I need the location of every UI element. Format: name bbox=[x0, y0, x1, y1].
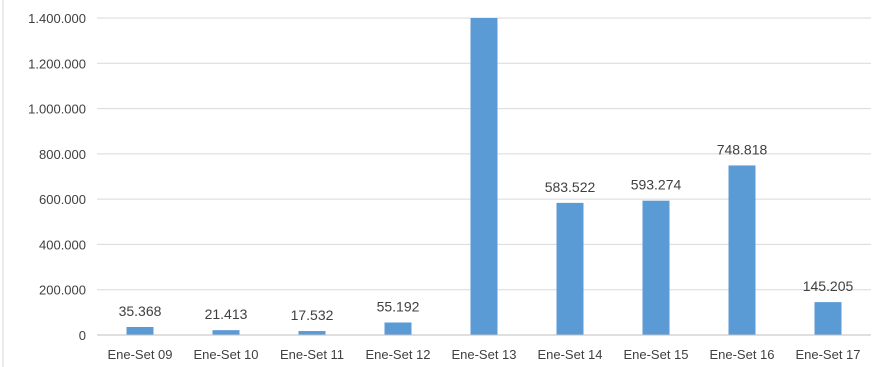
x-tick-label: Ene-Set 15 bbox=[623, 347, 688, 362]
x-tick-label: Ene-Set 11 bbox=[280, 347, 344, 362]
x-tick-label: Ene-Set 09 bbox=[107, 347, 172, 362]
x-tick-label: Ene-Set 14 bbox=[537, 347, 602, 362]
x-tick-label: Ene-Set 10 bbox=[193, 347, 258, 362]
data-label: 748.818 bbox=[717, 141, 768, 157]
y-tick-label: 1.000.000 bbox=[28, 102, 86, 117]
bar bbox=[384, 322, 412, 335]
data-label: 593.274 bbox=[631, 177, 682, 193]
x-tick-label: Ene-Set 12 bbox=[365, 347, 430, 362]
data-label: 17.532 bbox=[291, 307, 334, 323]
y-tick-label: 800.000 bbox=[39, 147, 86, 162]
data-label: 145.205 bbox=[803, 278, 854, 294]
x-tick-label: Ene-Set 13 bbox=[451, 347, 516, 362]
y-tick-label: 600.000 bbox=[39, 192, 86, 207]
y-tick-label: 400.000 bbox=[39, 237, 86, 252]
bars bbox=[126, 18, 842, 335]
y-tick-label: 1.200.000 bbox=[28, 56, 86, 71]
x-tick-label: Ene-Set 17 bbox=[795, 347, 860, 362]
bar bbox=[470, 18, 498, 335]
x-tick-label: Ene-Set 16 bbox=[709, 347, 774, 362]
y-axis-tick-labels: 0 200.000 400.000 600.000 800.000 1.000.000 1.… bbox=[28, 11, 86, 343]
data-label: 35.368 bbox=[119, 303, 162, 319]
bar bbox=[728, 165, 756, 335]
bar bbox=[814, 302, 842, 335]
y-tick-label: 200.000 bbox=[39, 283, 86, 298]
y-tick-label: 1.400.000 bbox=[28, 11, 86, 26]
x-axis-tick-labels: Ene-Set 09 Ene-Set 10 Ene-Set 11 Ene-Set 12… bbox=[107, 347, 860, 362]
data-labels: 35.368 21.413 17.532 55.192 583.522 593.274 74… bbox=[119, 141, 854, 323]
bar bbox=[642, 200, 670, 335]
y-tick-label: 0 bbox=[79, 328, 86, 343]
bar bbox=[298, 331, 326, 335]
data-label: 21.413 bbox=[205, 306, 248, 322]
data-label: 583.522 bbox=[545, 179, 596, 195]
data-label: 55.192 bbox=[377, 299, 420, 315]
bar bbox=[212, 330, 240, 335]
bar bbox=[126, 326, 154, 335]
bar bbox=[556, 202, 584, 335]
